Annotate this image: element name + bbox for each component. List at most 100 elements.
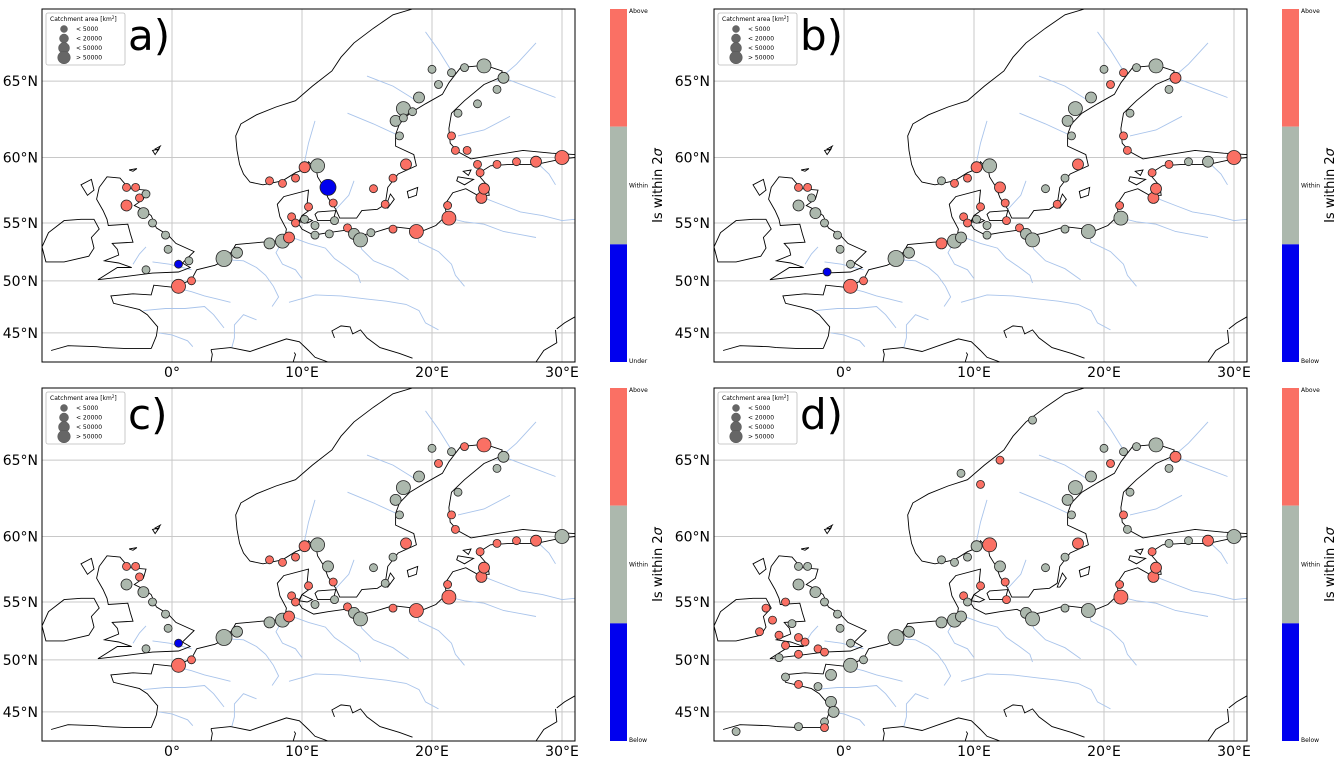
legend-title: Catchment area [km2] [50,15,117,23]
coastline [776,347,824,350]
coastline [104,726,152,729]
coastline [1003,325,1085,359]
station-marker [959,591,969,601]
river-line [174,286,231,303]
river-line [947,240,975,279]
coastline [235,388,575,598]
coastline [556,316,575,330]
colorbar: Above Within Below Is within 2σ [1282,8,1338,365]
river-line [824,640,864,650]
station-marker [994,560,1006,573]
coastline [210,338,329,362]
station-marker [231,246,243,259]
station-marker [976,202,985,212]
lon-tick-label: 20°E [415,365,449,379]
coastline [210,717,329,741]
river-line [425,31,452,72]
station-marker [291,173,300,183]
lat-tick-label: 65°N [3,74,38,90]
station-marker [1202,155,1214,168]
river-line [1087,610,1137,666]
colorbar-label-top: Above [629,8,648,15]
station-marker [1041,563,1050,573]
coastline [1228,316,1247,330]
station-marker [963,218,972,228]
station-marker [781,672,790,682]
station-marker [950,178,959,188]
station-marker [215,629,233,646]
river-line [425,410,452,451]
river-line [483,197,575,222]
station-marker [283,610,295,623]
station-marker [937,555,946,565]
coastline [235,9,575,219]
station-marker [1202,534,1214,547]
coastline [331,325,413,359]
river-line [366,75,420,103]
station-marker [1085,91,1097,104]
river-line [1007,180,1027,210]
station-marker [1164,538,1174,548]
river-line [1019,491,1072,516]
station-marker [1015,223,1024,233]
coastline [1078,565,1091,578]
station-marker [453,487,463,497]
station-marker [398,113,408,123]
station-marker [187,276,196,286]
river-line [132,246,147,265]
lon-tick-label: 0° [836,365,852,379]
map-panel-c: 65°N 60°N 55°N 50°N 45°N 0° 10°E 20°E 30°E c) Catc… [0,379,672,758]
lat-tick-label: 50°N [3,653,38,669]
river-line [960,235,1033,284]
legend-item-label: < 50000 [76,424,102,431]
station-marker [369,563,378,573]
coastline [1228,695,1247,709]
station-marker [512,536,521,546]
station-marker [1067,101,1083,116]
river-line [174,665,231,682]
station-marker [1085,470,1097,483]
station-marker [447,510,456,520]
station-marker [450,145,460,155]
river-line [1175,456,1228,477]
river-line [903,693,929,727]
station-marker [1119,510,1128,520]
station-marker [310,221,320,230]
station-marker [1106,80,1115,89]
coastline [1003,704,1085,738]
legend: Catchment area [km2] < 5000 < 20000 < 50000… [717,12,798,66]
river-line [895,638,952,686]
colorbar-label-bottom: Below [1301,358,1319,365]
lat-tick-label: 60°N [675,529,710,545]
legend-title: Catchment area [km2] [50,394,117,402]
coastline [110,536,575,728]
station-marker [443,580,453,589]
station-marker [163,244,173,254]
station-marker [833,230,842,240]
station-marker [278,557,287,567]
station-marker [995,455,1005,465]
lat-tick-label: 50°N [3,274,38,290]
station-marker [937,176,946,186]
coastline [1128,176,1147,186]
coastline [104,347,152,350]
lat-tick-label: 65°N [3,453,38,469]
station-marker [1099,443,1109,453]
river-line [231,314,257,348]
station-marker [803,561,813,571]
station-marker [955,610,967,623]
station-marker [554,529,570,544]
river-line [152,640,192,650]
station-marker [794,633,803,642]
coastline [882,717,1001,741]
station-marker [137,586,150,599]
station-marker [982,221,992,230]
colorbar-within [610,505,627,624]
lon-tick-label: 30°E [1217,744,1251,758]
station-marker [1028,415,1037,425]
legend-item-label: < 20000 [748,36,774,43]
map-panel-b: 65°N 60°N 55°N 50°N 45°N 0° 10°E 20°E 30°E b) Catc… [672,0,1344,379]
coastline [154,523,162,530]
station-marker [976,480,985,489]
station-marker [803,182,813,192]
